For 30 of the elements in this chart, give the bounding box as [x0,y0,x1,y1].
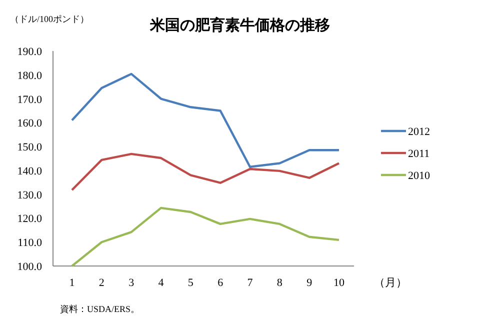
x-tick-label: 5 [188,277,194,289]
y-tick-label: 160.0 [17,118,42,130]
chart-title: 米国の肥育素牛価格の推移 [149,16,330,34]
x-tick-label: 7 [247,277,254,289]
x-tick-label: 8 [276,277,283,289]
legend-label: 2012 [408,126,430,138]
y-tick-label: 100.0 [17,261,42,273]
x-tick-label: 3 [128,277,135,289]
y-tick-label: 120.0 [17,213,42,226]
x-tick-label: 4 [158,277,164,289]
legend-label: 2010 [408,170,430,182]
y-tick-label: 150.0 [17,142,42,154]
legend-label: 2011 [408,148,430,160]
x-tick-label: 9 [306,277,313,289]
y-tick-label: 190.0 [17,46,42,58]
y-tick-label: 170.0 [17,94,42,106]
x-tick-label: 1 [69,277,75,289]
y-tick-label: 140.0 [17,165,42,178]
line-series [70,206,340,268]
x-tick-label: 6 [218,277,224,289]
text: 資料：USDA/ERS。 [60,304,140,314]
y-tick-label: 180.0 [17,70,42,82]
y-axis-title: （ドル/100ポンド） [10,14,90,24]
x-tick-label: 2 [98,277,104,289]
line-series [70,72,340,168]
x-tick-label: 10 [334,277,345,289]
y-tick-label: 110.0 [18,237,42,250]
line-series [70,152,340,192]
y-tick-label: 130.0 [17,189,42,202]
x-axis-title: （月） [374,277,407,289]
